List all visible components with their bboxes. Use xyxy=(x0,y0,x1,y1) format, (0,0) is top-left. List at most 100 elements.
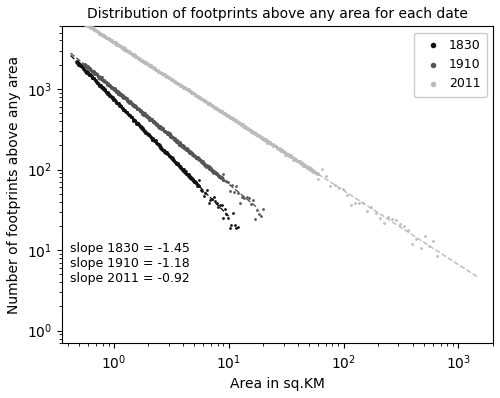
1910 xyxy=(219,176,227,183)
2011 xyxy=(231,117,239,123)
1910 xyxy=(197,157,205,164)
2011 xyxy=(92,28,100,34)
1910 xyxy=(123,97,131,103)
1910 xyxy=(164,131,172,137)
2011 xyxy=(154,68,162,74)
2011 xyxy=(278,149,286,156)
1910 xyxy=(121,94,129,101)
2011 xyxy=(228,115,235,121)
1910 xyxy=(236,200,244,206)
2011 xyxy=(165,75,173,81)
1910 xyxy=(92,71,100,78)
2011 xyxy=(206,101,214,107)
1830 xyxy=(106,93,114,99)
2011 xyxy=(300,160,308,167)
2011 xyxy=(292,156,300,162)
1910 xyxy=(196,158,204,164)
1830 xyxy=(110,96,118,102)
2011 xyxy=(210,105,218,111)
2011 xyxy=(188,89,196,96)
1910 xyxy=(249,197,257,203)
1830 xyxy=(79,66,87,72)
1910 xyxy=(129,101,137,107)
2011 xyxy=(262,138,270,144)
1910 xyxy=(152,121,160,127)
2011 xyxy=(150,64,158,70)
1830 xyxy=(92,77,100,84)
1910 xyxy=(91,69,99,76)
1910 xyxy=(152,121,160,128)
1910 xyxy=(148,116,156,123)
1910 xyxy=(212,171,220,177)
2011 xyxy=(87,24,95,30)
1830 xyxy=(92,78,100,84)
1910 xyxy=(128,102,136,108)
1830 xyxy=(147,135,155,141)
2011 xyxy=(384,213,392,220)
1910 xyxy=(188,150,196,156)
2011 xyxy=(152,67,160,73)
2011 xyxy=(282,150,290,156)
2011 xyxy=(80,20,88,26)
2011 xyxy=(140,59,147,65)
2011 xyxy=(276,147,283,153)
2011 xyxy=(118,46,126,52)
1910 xyxy=(171,135,179,142)
1910 xyxy=(108,84,116,91)
2011 xyxy=(118,44,126,51)
1910 xyxy=(166,133,174,139)
1910 xyxy=(142,112,150,118)
2011 xyxy=(98,31,106,38)
1830 xyxy=(148,137,156,143)
1910 xyxy=(151,119,159,125)
2011 xyxy=(304,164,312,171)
2011 xyxy=(70,14,78,21)
2011 xyxy=(90,26,98,33)
2011 xyxy=(118,44,126,50)
1830 xyxy=(159,147,167,154)
2011 xyxy=(100,34,108,41)
1830 xyxy=(182,171,190,178)
2011 xyxy=(158,70,166,77)
1830 xyxy=(120,107,128,113)
2011 xyxy=(154,67,162,74)
2011 xyxy=(300,162,308,168)
2011 xyxy=(214,108,222,114)
1910 xyxy=(116,91,124,97)
2011 xyxy=(287,152,295,158)
1830 xyxy=(158,146,166,152)
2011 xyxy=(248,128,256,134)
2011 xyxy=(148,64,156,71)
1830 xyxy=(178,167,186,173)
2011 xyxy=(154,68,162,75)
2011 xyxy=(96,31,104,37)
1910 xyxy=(184,148,192,154)
1910 xyxy=(213,171,221,177)
2011 xyxy=(236,121,244,127)
2011 xyxy=(380,220,388,226)
1830 xyxy=(135,122,143,128)
2011 xyxy=(294,158,302,164)
1910 xyxy=(197,158,205,165)
2011 xyxy=(296,160,304,167)
2011 xyxy=(90,26,98,33)
1910 xyxy=(212,170,220,176)
X-axis label: Area in sq.KM: Area in sq.KM xyxy=(230,377,324,391)
1830 xyxy=(166,154,174,160)
1830 xyxy=(134,120,141,127)
1830 xyxy=(132,121,140,128)
2011 xyxy=(246,127,254,133)
1910 xyxy=(109,85,117,91)
2011 xyxy=(232,118,239,124)
2011 xyxy=(216,108,224,115)
1830 xyxy=(181,170,189,176)
1910 xyxy=(107,84,115,90)
2011 xyxy=(99,32,107,38)
1910 xyxy=(179,143,187,150)
1910 xyxy=(220,171,228,177)
1830 xyxy=(123,110,131,117)
2011 xyxy=(294,158,302,164)
2011 xyxy=(240,123,248,130)
2011 xyxy=(267,141,275,147)
1830 xyxy=(162,148,170,155)
